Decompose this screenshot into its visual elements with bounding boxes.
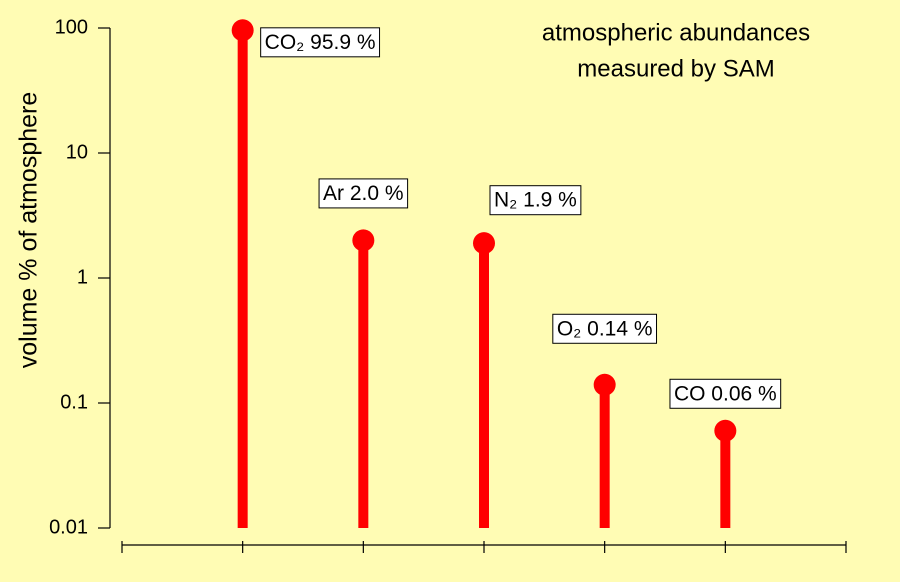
y-tick-label: 1 xyxy=(77,266,88,288)
marker xyxy=(352,229,375,252)
marker xyxy=(714,419,737,442)
y-axis-label: volume % of atmosphere xyxy=(15,92,43,369)
marker xyxy=(593,373,616,396)
label-box xyxy=(669,378,782,409)
y-tick-label: 100 xyxy=(55,16,88,38)
y-tick-label: 0.01 xyxy=(49,516,88,538)
data-label: Ar 2.0 % xyxy=(323,182,404,205)
label-box xyxy=(260,27,381,58)
y-tick-label: 0.1 xyxy=(60,391,88,413)
data-label: O₂ 0.14 % xyxy=(557,317,653,340)
data-label: CO₂ 95.9 % xyxy=(265,31,376,54)
marker xyxy=(473,232,495,255)
label-box xyxy=(318,178,409,209)
label-box xyxy=(489,185,582,216)
chart-title: measured by SAM xyxy=(577,55,774,82)
y-tick-label: 10 xyxy=(66,141,88,163)
marker xyxy=(231,19,254,42)
data-label: N₂ 1.9 % xyxy=(494,189,577,212)
chart-title: atmospheric abundances xyxy=(542,19,810,46)
data-label: CO 0.06 % xyxy=(674,382,777,405)
label-box xyxy=(552,313,658,344)
